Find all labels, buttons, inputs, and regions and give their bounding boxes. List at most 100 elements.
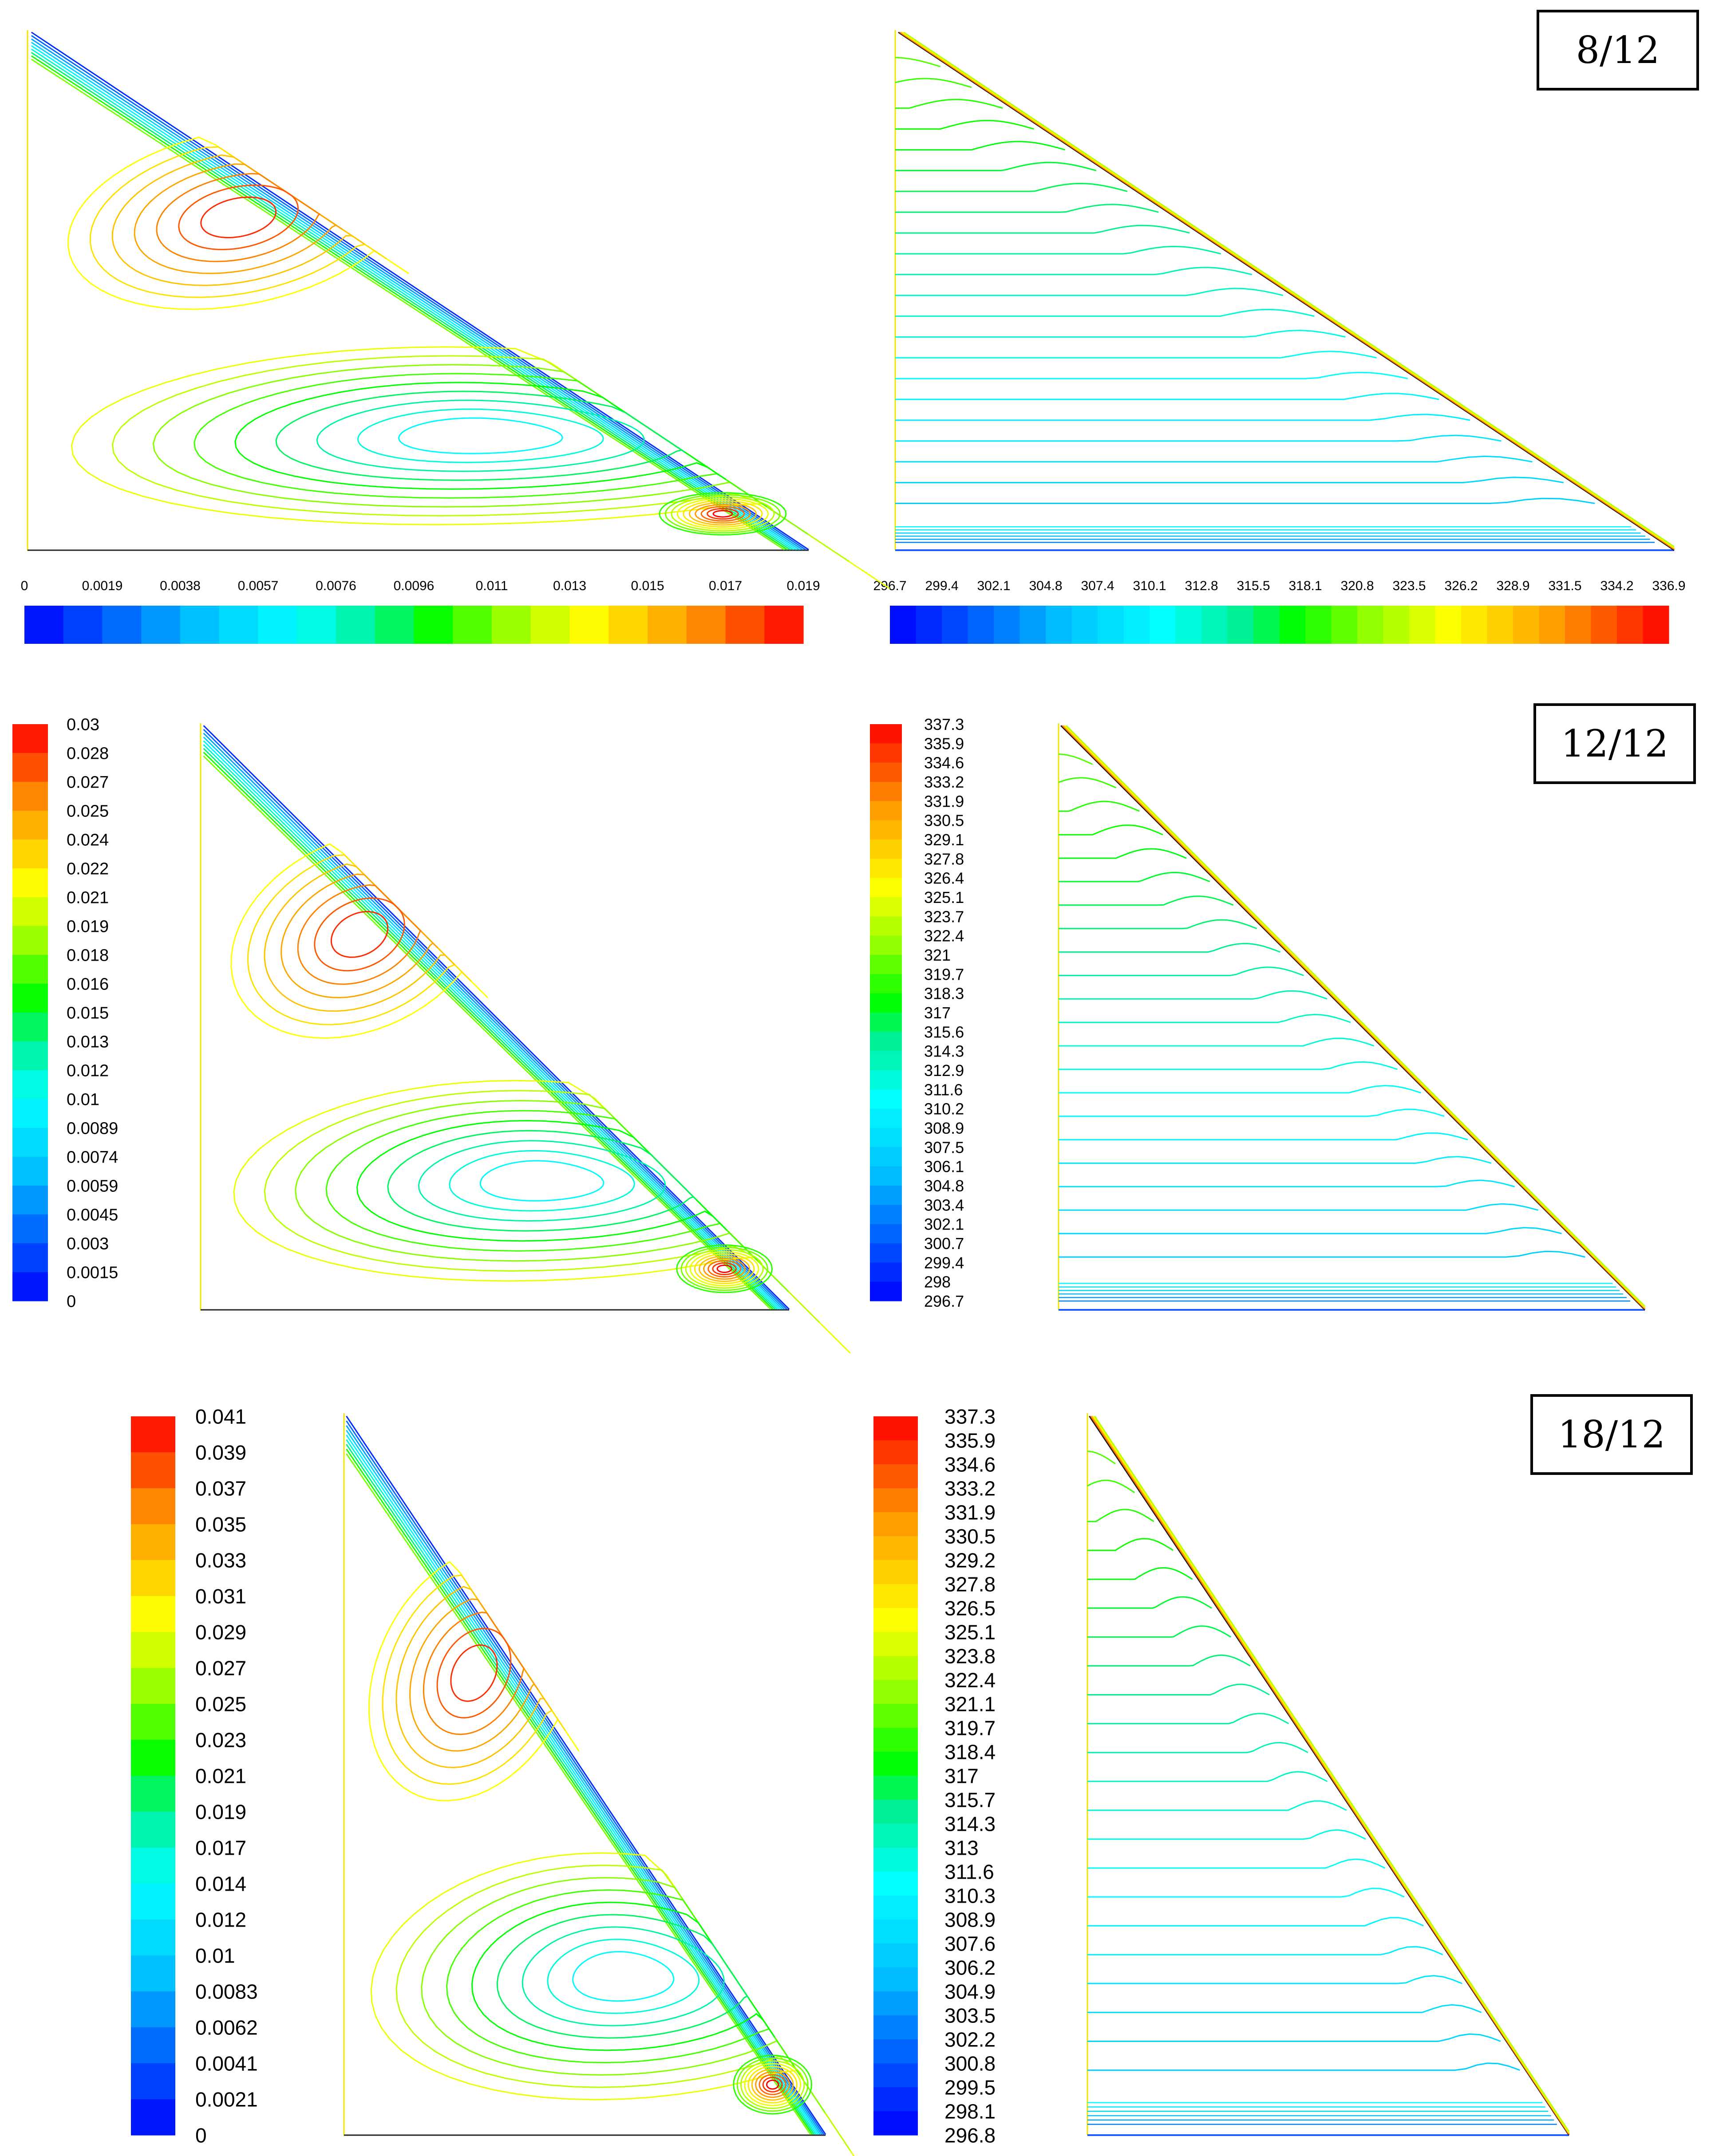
isotherm-contour [1059, 1179, 1515, 1187]
colorbar-tick-label: 326.2 [1444, 579, 1478, 593]
colorbar-tick-label: 328.9 [1496, 579, 1529, 593]
colorbar-segment [131, 1955, 175, 1992]
colorbar-tick-label: 314.3 [924, 1042, 964, 1060]
colorbar-segment [1175, 606, 1202, 644]
colorbar-tick-label: 0.023 [195, 1729, 246, 1752]
isotherm-contour [1087, 1917, 1424, 1927]
colorbar-tick-label: 315.5 [1237, 579, 1270, 593]
colorbar-segment [873, 1943, 918, 1968]
colorbar-segment [131, 1920, 175, 1956]
corner-vortex-contour [695, 504, 751, 524]
streamfunction-contour-plot-2 [200, 723, 851, 1354]
streamline-contour [547, 1939, 700, 2014]
streamline-contour [356, 1120, 727, 1242]
colorbar-segment [1279, 606, 1306, 644]
streamline-contour [496, 1914, 750, 2039]
colorbar-segment [870, 993, 902, 1013]
colorbar-tick-label: 315.7 [944, 1789, 996, 1812]
colorbar-segment [873, 1488, 918, 1513]
isotherm-contour [1059, 1132, 1468, 1141]
isotherm-contour [895, 330, 1346, 338]
isotherm-contour [1059, 895, 1234, 906]
colorbar-segment [968, 606, 994, 644]
isotherm-contour [1087, 1450, 1116, 1465]
colorbar-tick-label: 322.4 [924, 927, 964, 945]
colorbar-segment [870, 935, 902, 955]
colorbar-tick-label: 299.5 [944, 2076, 996, 2099]
corner-vortex-contour [744, 2063, 802, 2106]
colorbar-tick-label: 335.9 [924, 734, 964, 753]
isotherm-contour [895, 434, 1502, 442]
streamline-contour [418, 1140, 666, 1222]
temperature-colorbar-1: 296.7 299.4 302.1 304.8 307.4 310.1 312.8 315.5… [873, 579, 1686, 644]
colorbar-segment [725, 606, 765, 644]
colorbar-tick-label: 307.6 [944, 1932, 996, 1955]
colorbar-tick-label: 304.9 [944, 1980, 996, 2003]
streamline-contour [449, 1150, 635, 1212]
boundary-layer-contour [203, 740, 781, 1310]
colorbar-segment [453, 606, 492, 644]
colorbar-segment [131, 1596, 175, 1632]
colorbar-segment [12, 1099, 48, 1128]
corner-vortex-contour [703, 1257, 746, 1280]
colorbar-segment [131, 2099, 175, 2136]
colorbar-tick-label: 312.8 [1185, 579, 1218, 593]
colorbar-tick-label: 0.033 [195, 1549, 246, 1572]
colorbar-tick-label: 0.028 [67, 745, 109, 763]
isotherm-contour [895, 99, 1003, 109]
corner-vortex-contour [736, 2057, 809, 2112]
colorbar-segment [336, 606, 375, 644]
colorbar-tick-label: 0.031 [195, 1585, 246, 1608]
boundary-layer-contour [346, 1434, 819, 2135]
colorbar-segment [870, 1147, 902, 1167]
temperature-colorbar-3: 337.3335.9334.6333.2331.9330.5329.2327.8… [873, 1405, 996, 2147]
streamline-contour [178, 184, 299, 250]
colorbar-segment [873, 2087, 918, 2112]
corner-vortex-contour [698, 1255, 751, 1282]
hot-wall-isotherm [1062, 725, 1646, 1310]
isotherm-contour [1087, 1596, 1212, 1609]
corner-vortex-contour [712, 1262, 737, 1276]
isotherm-contour [1087, 1946, 1443, 1955]
colorbar-segment [994, 606, 1020, 644]
hot-wall-isotherm [1063, 725, 1646, 1309]
streamline-contour [275, 390, 686, 481]
isotherm-contour [1059, 1013, 1351, 1023]
streamline-contour [330, 910, 389, 958]
colorbar-segment [131, 1848, 175, 1884]
colorbar-tick-label: 0.019 [67, 918, 109, 936]
boundary-layer-contour [346, 1444, 815, 2135]
isotherm-contour [895, 455, 1533, 463]
colorbar-segment [873, 1584, 918, 1608]
colorbar-segment [12, 1070, 48, 1100]
colorbar-segment [873, 1824, 918, 1848]
isotherm-contour [1059, 1061, 1398, 1070]
colorbar-segment [873, 1560, 918, 1584]
isotherm-contour [1059, 1250, 1585, 1258]
colorbar-tick-label: 331.5 [1548, 579, 1581, 593]
colorbar-tick-label: 0.041 [195, 1405, 246, 1428]
colorbar-tick-label: 0.014 [195, 1872, 246, 1896]
colorbar-tick-label: 326.5 [944, 1597, 996, 1620]
isotherm-contour [895, 308, 1315, 317]
colorbar-tick-label: 319.7 [944, 1717, 996, 1740]
colorbar-segment [131, 1524, 175, 1561]
colorbar-segment [569, 606, 609, 644]
colorbar-tick-label: 0.0089 [67, 1119, 118, 1138]
colorbar-segment [870, 1128, 902, 1147]
streamline-contour [423, 1612, 525, 1735]
isotherm-contour [1087, 1509, 1154, 1522]
colorbar-tick-label: 327.8 [924, 850, 964, 868]
corner-vortex-contour [707, 508, 739, 520]
colorbar-segment [873, 2039, 918, 2064]
colorbar-segment [1305, 606, 1332, 644]
colorbar-segment [870, 1032, 902, 1052]
colorbar-segment [24, 606, 64, 644]
colorbar-tick-label: 337.3 [924, 715, 964, 733]
colorbar-tick-label: 313 [944, 1837, 979, 1860]
isotherm-contour [1059, 824, 1163, 836]
colorbar-tick-label: 0.016 [67, 975, 109, 994]
colorbar-tick-label: 331.9 [944, 1501, 996, 1524]
colorbar-segment [131, 1416, 175, 1453]
colorbar-segment [131, 1740, 175, 1776]
